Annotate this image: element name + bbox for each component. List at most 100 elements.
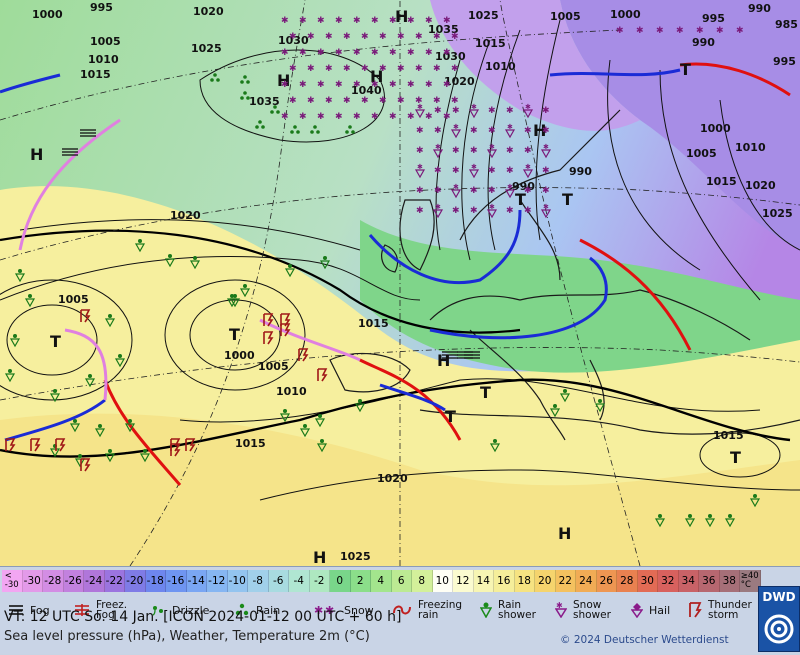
snow-icon: ✱ [452, 166, 460, 176]
isobar-value: 1020 [193, 5, 224, 18]
svg-text:✱: ✱ [434, 166, 442, 176]
fog-icon [80, 129, 96, 137]
weather-symbols-layer: ✱ ✱ ✱ ✱ ✱ ✱ ✱ ✱ ✱ ✱✱ ✱ ✱ ✱ ✱ ✱ ✱ ✱ ✱ ✱✱ ✱ ✱ ✱ ✱ ✱ ✱ ✱ ✱ ✱✱ ✱ ✱ ✱ ✱ ✱ ✱ ✱ ✱ ✱… [4, 16, 761, 528]
snow-icon: ✱ [335, 80, 343, 90]
thunderstorm-icon [5, 438, 16, 452]
occluded-front-west [64, 328, 108, 401]
svg-text:✱: ✱ [636, 26, 644, 36]
svg-text:✱: ✱ [676, 26, 684, 36]
svg-text:✱: ✱ [425, 16, 433, 26]
isobar-value: 1035 [249, 95, 280, 108]
svg-text:✱: ✱ [299, 112, 307, 122]
snow-icon: ✱ [542, 186, 550, 196]
snow-icon: ✱ [433, 32, 441, 42]
high-center-label: H [30, 145, 43, 164]
svg-text:✱: ✱ [416, 126, 424, 136]
svg-text:✱: ✱ [335, 112, 343, 122]
isobar-value: 1005 [90, 35, 121, 48]
rain-shower-icon [189, 256, 201, 270]
warm-front-russia [679, 62, 791, 97]
rain-shower-icon [229, 294, 241, 308]
snow-icon: ✱ [636, 26, 644, 36]
snow-icon: ✱ [433, 96, 441, 106]
svg-text:✱: ✱ [353, 16, 361, 26]
copyright-text: © 2024 Deutscher Wetterdienst [560, 634, 729, 646]
svg-text:✱: ✱ [371, 16, 379, 26]
rain-shower-icon [104, 449, 116, 463]
svg-text:✱: ✱ [289, 32, 297, 42]
isobar-value: 1020 [377, 472, 408, 485]
svg-text:✱: ✱ [452, 166, 460, 176]
svg-text:✱: ✱ [415, 96, 423, 106]
snow-shower-icon: ✱ [450, 183, 462, 199]
svg-text:✱: ✱ [289, 64, 297, 74]
snow-icon: ✱ [407, 80, 415, 90]
rain-shower-icon [9, 334, 21, 348]
svg-text:✱: ✱ [325, 604, 334, 617]
isobar-value: 1020 [745, 179, 776, 192]
snow-icon: ✱ [542, 166, 550, 176]
snow-icon: ✱ [506, 206, 514, 216]
svg-text:✱: ✱ [325, 32, 333, 42]
snow-shower-icon: ✱ [540, 143, 552, 159]
isobar-value: 1040 [351, 84, 382, 97]
rain-shower-icon [724, 514, 736, 528]
isobar-value: 1035 [428, 23, 459, 36]
rain-shower-icon [284, 264, 296, 278]
svg-text:✱: ✱ [616, 26, 624, 36]
snow-icon: ✱ [470, 186, 478, 196]
snow-icon: ✱ [425, 80, 433, 90]
rain-shower-icon [164, 254, 176, 268]
svg-text:✱: ✱ [556, 602, 563, 610]
rain-shower-icon [319, 256, 331, 270]
snow-icon: ✱ [317, 48, 325, 58]
snow-icon: ✱ [506, 146, 514, 156]
snow-icon: ✱ [434, 186, 442, 196]
rain-shower-icon [239, 284, 251, 298]
isobar-value: 990 [748, 2, 771, 15]
svg-text:✱: ✱ [379, 32, 387, 42]
svg-text:✱: ✱ [307, 96, 315, 106]
temperature-scale-cell: 16 [494, 570, 515, 592]
rain-shower-icon [749, 494, 761, 508]
thunderstorm-icon [263, 313, 274, 327]
svg-text:✱: ✱ [389, 16, 397, 26]
svg-text:✱: ✱ [506, 146, 514, 156]
snow-icon: ✱ [676, 26, 684, 36]
rain-shower-icon [594, 399, 606, 413]
cold-front-central [429, 256, 608, 340]
svg-text:✱: ✱ [416, 146, 424, 156]
snow-icon: ✱ [443, 80, 451, 90]
svg-text:✱: ✱ [507, 123, 513, 131]
occluded-front-mid [259, 318, 361, 362]
svg-text:✱: ✱ [716, 26, 724, 36]
snow-icon: ✱ [389, 16, 397, 26]
svg-text:✱: ✱ [451, 96, 459, 106]
snow-icon: ✱ [343, 32, 351, 42]
snow-icon: ✱ [524, 126, 532, 136]
svg-text:✱: ✱ [416, 206, 424, 216]
svg-text:✱: ✱ [307, 32, 315, 42]
main-isobar-1020 [0, 229, 521, 334]
weather-legend-label: Freezing rain [418, 599, 463, 621]
svg-text:✱: ✱ [506, 206, 514, 216]
svg-text:✱: ✱ [281, 48, 289, 58]
snow-shower-icon: ✱ [522, 103, 534, 119]
thunderstorm-icon [80, 309, 91, 323]
temperature-scale-cell: -10 [227, 570, 248, 592]
snow-icon: ✱ [470, 206, 478, 216]
svg-text:✱: ✱ [281, 112, 289, 122]
svg-text:✱: ✱ [397, 64, 405, 74]
snow-icon: ✱ ✱ [314, 603, 341, 617]
svg-text:✱: ✱ [415, 32, 423, 42]
snow-icon: ✱ [434, 106, 442, 116]
snow-icon: ✱ [335, 112, 343, 122]
high-center-label: H [395, 7, 408, 26]
svg-text:✱: ✱ [736, 26, 744, 36]
snow-icon: ✱ [451, 32, 459, 42]
rain-shower-icon [314, 414, 326, 428]
snow-icon: ✱ [289, 32, 297, 42]
svg-text:✱: ✱ [435, 143, 441, 151]
temperature-scale-cell: ≥40 °C [740, 570, 761, 592]
low-center-label: T [480, 383, 491, 402]
